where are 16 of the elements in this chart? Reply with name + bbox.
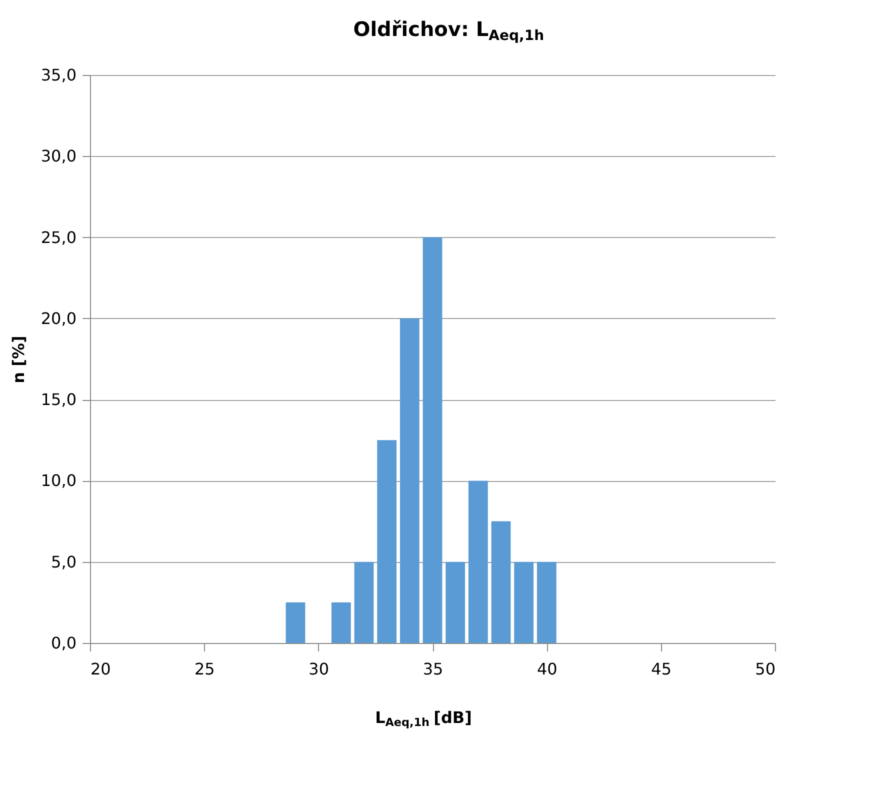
y-tick-label: 30,0 [40,146,76,166]
y-tick-label: 25,0 [40,228,76,247]
x-tick-label: 40 [536,660,558,678]
x-tick-label: 35 [422,660,444,678]
y-axis-title: n [%] [8,336,28,384]
x-tick-label: 30 [308,660,330,678]
y-tick-label: 15,0 [40,390,76,410]
x-tick-label: 50 [755,660,776,678]
x-tick-label: 25 [194,660,215,678]
x-tick-label: 45 [651,660,672,678]
y-tick-label: 10,0 [40,471,76,490]
y-tick-label: 5,0 [51,552,76,572]
y-tick-label: 20,0 [40,308,76,328]
x-tick-label: 20 [90,660,111,678]
y-tick-label: 35,0 [40,66,76,84]
y-tick-label: 0,0 [51,634,76,652]
